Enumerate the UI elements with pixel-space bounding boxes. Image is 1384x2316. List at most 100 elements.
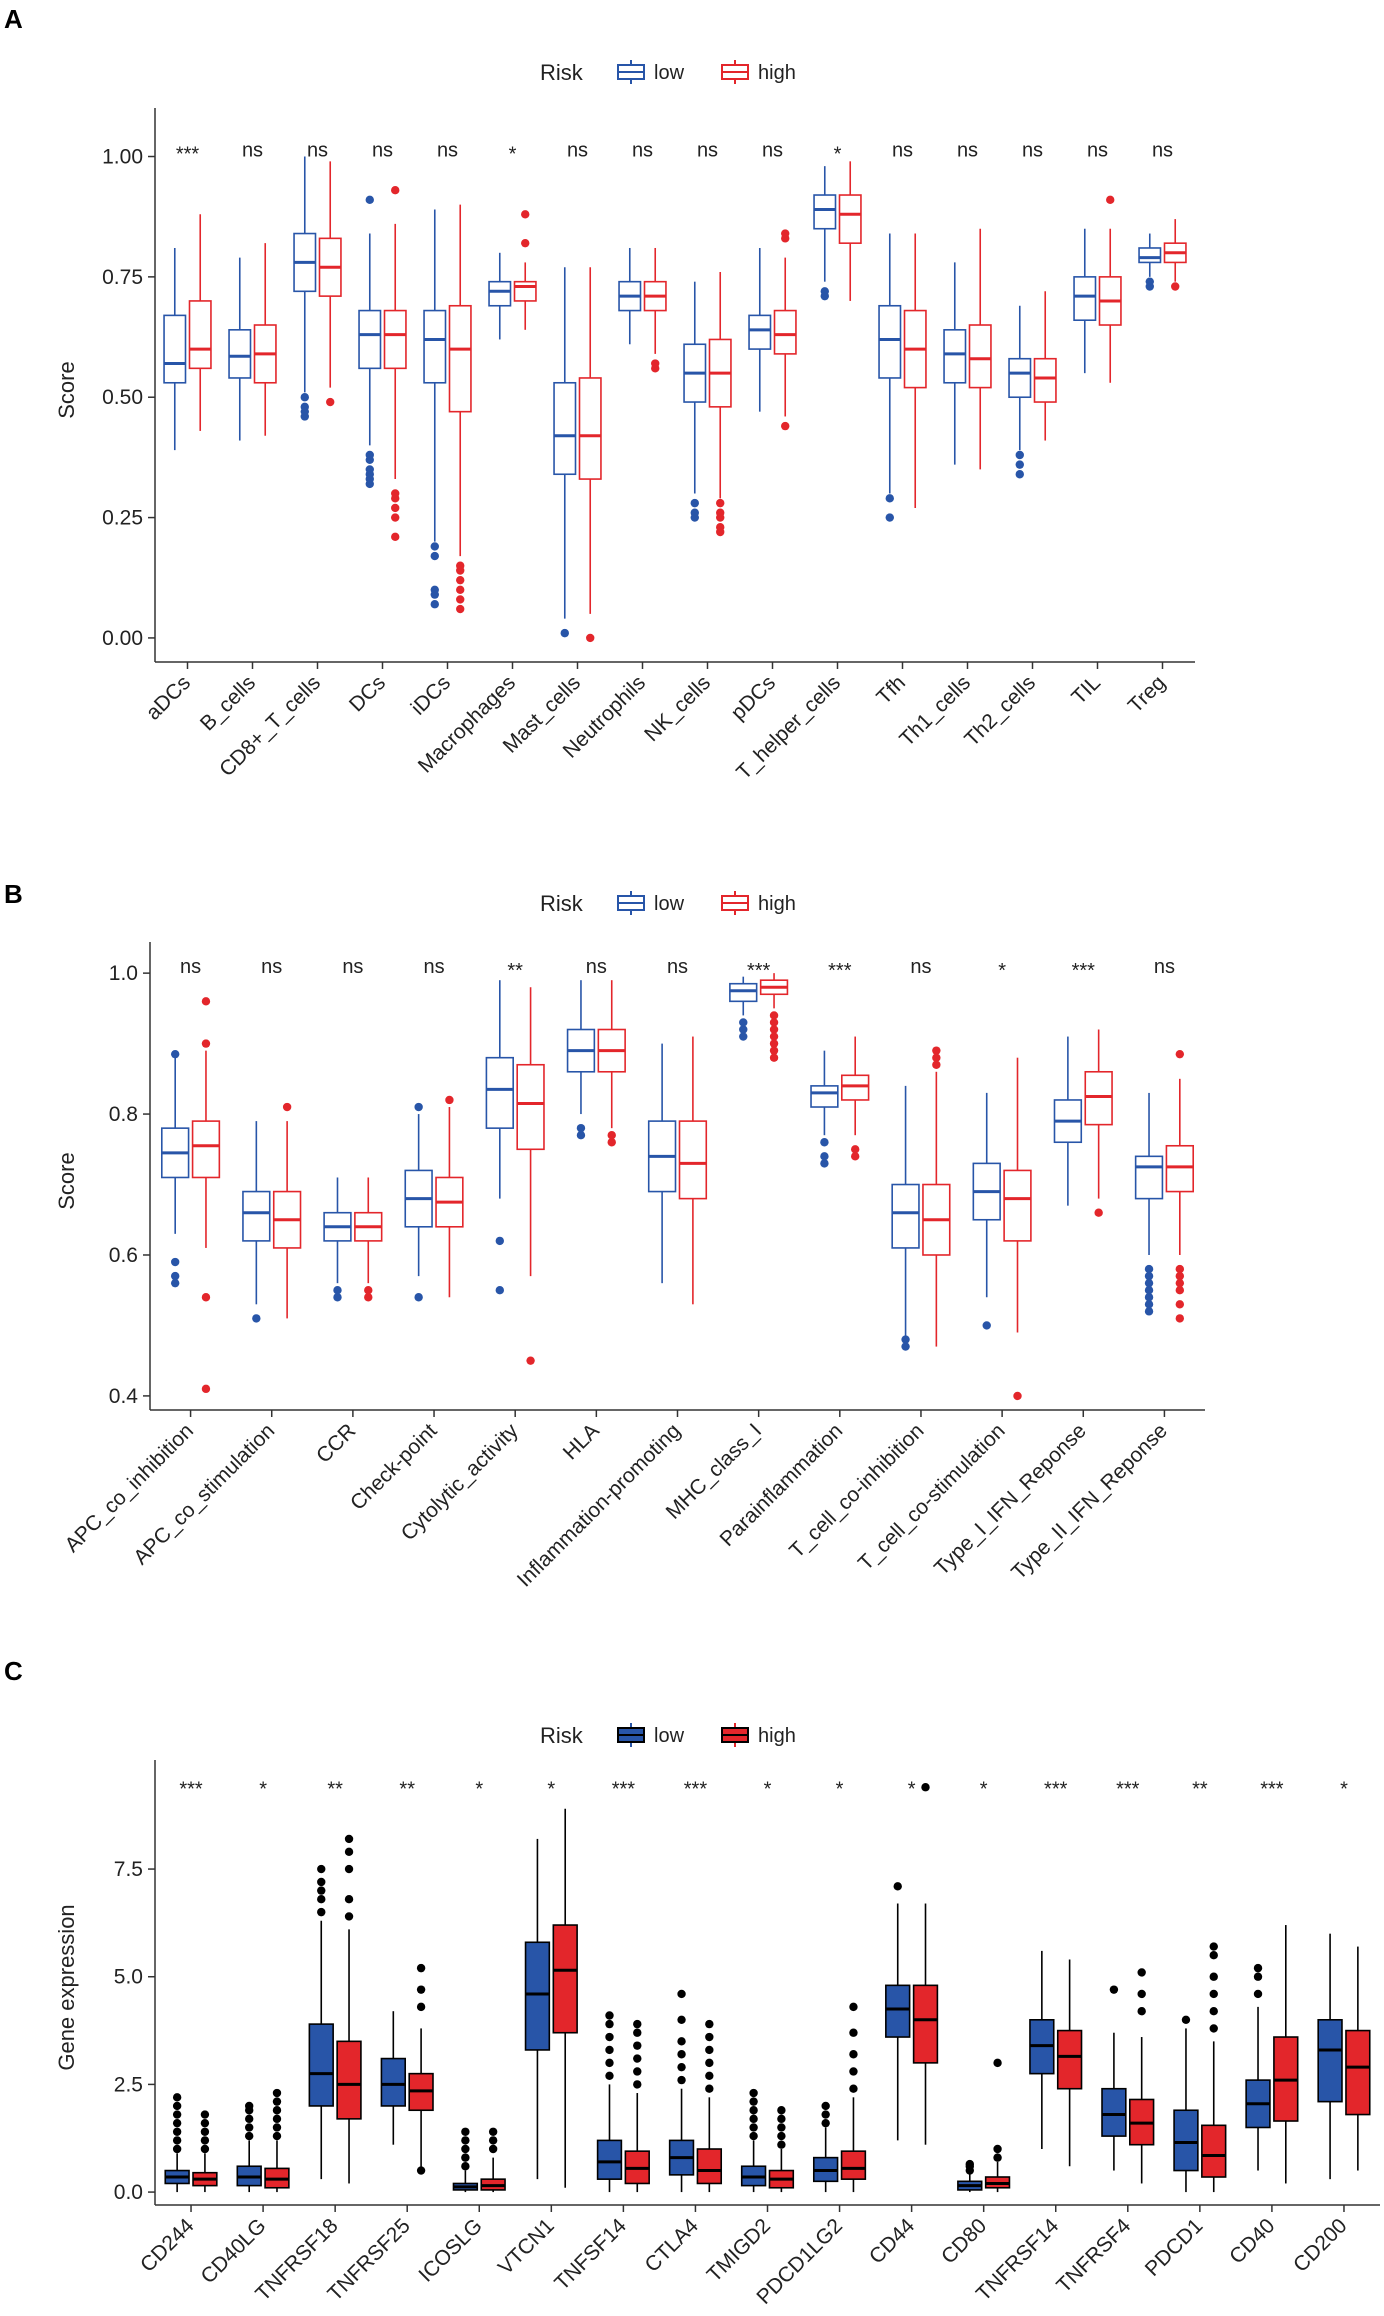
outlier-point xyxy=(982,1321,991,1330)
outlier-point xyxy=(901,1342,910,1351)
box-low-TNFSF14 xyxy=(596,2011,623,2193)
panel-A: A Risk low high 0.00 0.25 0.50 0.75 1.00 Score aDC… xyxy=(4,4,1195,784)
box-high-Mast_cells xyxy=(578,267,602,643)
outlier-point xyxy=(932,1053,941,1062)
outlier-point xyxy=(488,2144,498,2154)
box-high-CD200 xyxy=(1345,1946,1371,2171)
box-high-DCs xyxy=(383,186,407,542)
outlier-point xyxy=(200,2144,210,2154)
box xyxy=(1138,247,1162,264)
outlier-point xyxy=(461,2162,470,2171)
x-tick-label: PDCD1 xyxy=(1141,2214,1208,2281)
outlier-point xyxy=(300,393,309,402)
box-low-T_helper_cells xyxy=(813,166,837,301)
legend-label-high: high xyxy=(758,893,796,915)
outlier-point xyxy=(1209,1989,1218,1999)
box xyxy=(1033,357,1057,403)
box-low-TMIGD2 xyxy=(740,2088,767,2193)
legend-label-low: low xyxy=(654,1725,685,1747)
box-high-Tfh xyxy=(903,233,927,508)
outlier-point xyxy=(1209,2006,1218,2016)
outlier-point xyxy=(1144,1293,1154,1302)
box-low-PDCD1 xyxy=(1173,2015,1199,2193)
y-tick-label: 2.5 xyxy=(114,2073,143,2096)
significance-label: *** xyxy=(612,1779,636,1801)
outlier-point xyxy=(364,1293,373,1302)
box-low-APC_co_stimulation xyxy=(242,1121,271,1323)
outlier-point xyxy=(391,513,400,522)
box-low-Macrophages xyxy=(488,252,512,340)
box-low-HLA xyxy=(566,980,596,1140)
outlier-point xyxy=(461,2127,470,2136)
x-tick-label: CD40LG xyxy=(197,2214,271,2288)
legend-label-high: high xyxy=(758,62,796,84)
outlier-point xyxy=(170,1278,180,1288)
outlier-point xyxy=(921,1783,930,1792)
outlier-point xyxy=(272,2097,282,2106)
outlier-point xyxy=(244,2114,254,2124)
outlier-point xyxy=(993,2153,1002,2162)
box-high-T_helper_cells xyxy=(838,161,862,301)
box xyxy=(1084,1070,1113,1126)
outlier-point xyxy=(885,494,894,503)
outlier-point xyxy=(1137,1968,1146,1977)
outlier-point xyxy=(365,450,374,460)
x-tick-label: Inflammation-promoting xyxy=(513,1419,685,1591)
box-low-MHC_class_I xyxy=(729,976,758,1041)
box xyxy=(163,314,187,384)
significance-label: *** xyxy=(1044,1779,1068,1801)
significance-label: ns xyxy=(910,956,931,978)
outlier-point xyxy=(1015,460,1024,469)
box-high-TNFRSF14 xyxy=(1056,1959,1083,2167)
legend-key-low: low xyxy=(617,1723,685,1747)
box xyxy=(841,1074,870,1101)
box xyxy=(1101,2087,1127,2137)
box-low-Tfh xyxy=(878,233,902,522)
x-tick-label: CTLA4 xyxy=(640,2214,703,2277)
significance-label: ns xyxy=(762,140,783,162)
box-high-CD80 xyxy=(984,2058,1011,2193)
outlier-point xyxy=(526,1356,535,1365)
significance-label: ns xyxy=(1154,956,1175,978)
outlier-point xyxy=(317,1907,326,1917)
significance-label: *** xyxy=(179,1779,203,1801)
box-low-Type_II_IFN_Reponse xyxy=(1134,1092,1164,1316)
significance-label: * xyxy=(764,1779,772,1801)
outlier-point xyxy=(749,2131,758,2141)
legend-title: Risk xyxy=(540,1723,584,1748)
x-tick-label: VTCN1 xyxy=(494,2214,559,2279)
outlier-point xyxy=(461,2144,470,2154)
outlier-point xyxy=(200,2136,210,2145)
outlier-point xyxy=(456,595,465,604)
significance-label: ns xyxy=(586,956,607,978)
box xyxy=(840,2150,867,2180)
y-tick-label: 0.4 xyxy=(109,1385,139,1408)
outlier-point xyxy=(576,1123,586,1133)
significance-label: ns xyxy=(261,956,282,978)
box xyxy=(1345,2029,1371,2116)
box-high-Th2_cells xyxy=(1033,291,1057,441)
outlier-point xyxy=(633,2028,642,2037)
box-high-pDCs xyxy=(773,229,797,431)
outlier-point xyxy=(1144,1300,1154,1309)
panel-letter: A xyxy=(4,4,23,34)
outlier-point xyxy=(677,2050,686,2059)
outlier-point xyxy=(344,1895,354,1904)
outlier-point xyxy=(1144,1286,1154,1295)
significance-label: ns xyxy=(180,956,201,978)
outlier-point xyxy=(172,2136,182,2145)
outlier-point xyxy=(1209,1942,1218,1951)
box xyxy=(838,194,862,244)
box xyxy=(578,377,602,480)
outlier-point xyxy=(901,1335,910,1344)
significance-label: ns xyxy=(667,956,688,978)
significance-label: *** xyxy=(747,960,771,982)
box-low-NK_cells xyxy=(683,281,707,522)
outlier-point xyxy=(1175,1049,1185,1059)
outlier-point xyxy=(821,2110,830,2119)
outlier-point xyxy=(1175,1271,1185,1281)
outlier-point xyxy=(690,508,699,517)
legend-key-high: high xyxy=(721,1723,796,1747)
outlier-point xyxy=(705,2019,714,2029)
